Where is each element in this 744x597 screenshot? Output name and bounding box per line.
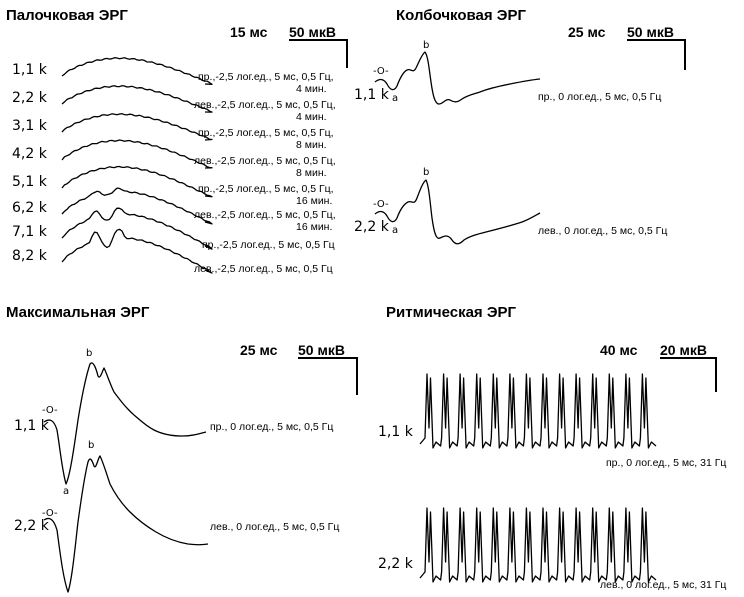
trace-label: 7,1 k — [12, 224, 48, 240]
condition-label: пр.,-2,5 лог.ед., 5 мс, 0,5 Гц, — [198, 127, 334, 139]
trace-waveform — [61, 228, 213, 274]
amplitude-scale-label: 50 мкВ — [289, 24, 336, 40]
condition-label: лев., 0 лог.ед., 5 мс, 0,5 Гц — [210, 521, 339, 533]
trace-waveform — [374, 51, 541, 105]
stimulus-marker: -O- — [373, 199, 389, 210]
trace-label: 5,1 k — [12, 174, 48, 190]
condition-label: пр., 0 лог.ед., 5 мс, 0,5 Гц — [538, 91, 661, 103]
condition-label: пр., 0 лог.ед., 5 мс, 31 Гц — [606, 457, 726, 469]
panel-title: Палочковая ЭРГ — [6, 7, 128, 24]
panel-cone-erg: Колбочковая ЭРГ 25 мс 50 мкВ 1,1 k пр., … — [354, 7, 686, 245]
trace-waveform — [419, 507, 657, 583]
trace-label: 1,1 k — [12, 62, 48, 78]
trace-waveform — [61, 139, 213, 169]
condition-label: пр., 0 лог.ед., 5 мс, 0,5 Гц — [210, 421, 333, 433]
condition-label: лев.,-2,5 лог.ед., 5 мс, 0,5 Гц — [194, 263, 333, 275]
scale-bar — [298, 357, 358, 395]
condition-label: лев.,-2,5 лог.ед., 5 мс, 0,5 Гц, — [194, 99, 336, 111]
trace-label: 2,2 k — [14, 518, 50, 534]
trace-label: 1,1 k — [378, 424, 414, 440]
trace-waveform — [43, 455, 209, 593]
trace-waveform — [61, 57, 213, 85]
panel-rhythmic-erg: Ритмическая ЭРГ 40 мс 20 мкВ 1,1 k пр., … — [378, 304, 726, 591]
trace-label: 3,1 k — [12, 118, 48, 134]
amplitude-scale-label: 50 мкВ — [627, 24, 674, 40]
panel-rod-erg: Палочковая ЭРГ 15 мс 50 мкВ 1,1 k пр.,-2,… — [6, 7, 348, 275]
trace-waveform — [61, 113, 213, 141]
condition-label: лев.,-2,5 лог.ед., 5 мс, 0,5 Гц, — [194, 155, 336, 167]
scale-bar — [660, 357, 717, 392]
panel-maximal-erg: Максимальная ЭРГ 25 мс 50 мкВ 1,1 k пр.,… — [6, 304, 358, 593]
stimulus-marker: -O- — [42, 508, 58, 519]
scale-bar — [289, 39, 348, 68]
condition-label: лев.,-2,5 лог.ед., 5 мс, 0,5 Гц, — [194, 209, 336, 221]
a-wave-marker: a — [392, 225, 398, 236]
time-scale-label: 40 мс — [600, 342, 638, 358]
trace-group: 1,1 k пр.,-2,5 лог.ед., 5 мс, 0,5 Гц,4 ми… — [12, 57, 336, 275]
condition-note: 16 мин. — [296, 195, 332, 207]
time-scale-label: 15 мс — [230, 24, 268, 40]
trace-label: 4,2 k — [12, 146, 48, 162]
condition-label: лев., 0 лог.ед., 5 мс, 31 Гц — [600, 579, 726, 591]
condition-note: 8 мин. — [296, 167, 327, 179]
trace-label: 1,1 k — [14, 418, 50, 434]
trace-label: 6,2 k — [12, 200, 48, 216]
scale-bar — [627, 39, 686, 70]
trace-waveform — [61, 187, 213, 225]
stimulus-marker: -O- — [373, 66, 389, 77]
trace-waveform — [61, 85, 213, 113]
condition-label: лев., 0 лог.ед., 5 мс, 0,5 Гц — [538, 225, 667, 237]
panel-title: Ритмическая ЭРГ — [386, 304, 517, 321]
b-wave-marker: b — [423, 40, 429, 51]
condition-label: пр.,-2,5 лог.ед., 5 мс, 0,5 Гц — [202, 239, 335, 251]
trace-waveform — [374, 179, 541, 245]
trace-waveform — [61, 165, 213, 198]
a-wave-marker: a — [63, 486, 69, 497]
trace-waveform — [61, 207, 213, 250]
b-wave-marker: b — [423, 167, 429, 178]
panel-title: Колбочковая ЭРГ — [396, 7, 526, 24]
a-wave-marker: a — [392, 93, 398, 104]
b-wave-marker: b — [88, 440, 94, 451]
trace-label: 2,2 k — [378, 556, 414, 572]
time-scale-label: 25 мс — [240, 342, 278, 358]
trace-waveform — [419, 373, 657, 449]
trace-label: 1,1 k — [354, 87, 390, 103]
condition-note: 16 мин. — [296, 221, 332, 233]
amplitude-scale-label: 50 мкВ — [298, 342, 345, 358]
panel-title: Максимальная ЭРГ — [6, 304, 150, 321]
condition-label: пр.,-2,5 лог.ед., 5 мс, 0,5 Гц, — [198, 71, 334, 83]
time-scale-label: 25 мс — [568, 24, 606, 40]
condition-note: 4 мин. — [296, 83, 327, 95]
amplitude-scale-label: 20 мкВ — [660, 342, 707, 358]
trace-waveform — [43, 362, 207, 485]
trace-label: 8,2 k — [12, 248, 48, 264]
stimulus-marker: -O- — [42, 405, 58, 416]
condition-note: 8 мин. — [296, 139, 327, 151]
b-wave-marker: b — [86, 348, 92, 359]
condition-label: пр.,-2,5 лог.ед., 5 мс, 0,5 Гц, — [198, 183, 334, 195]
condition-note: 4 мин. — [296, 111, 327, 123]
trace-label: 2,2 k — [354, 219, 390, 235]
trace-label: 2,2 k — [12, 90, 48, 106]
